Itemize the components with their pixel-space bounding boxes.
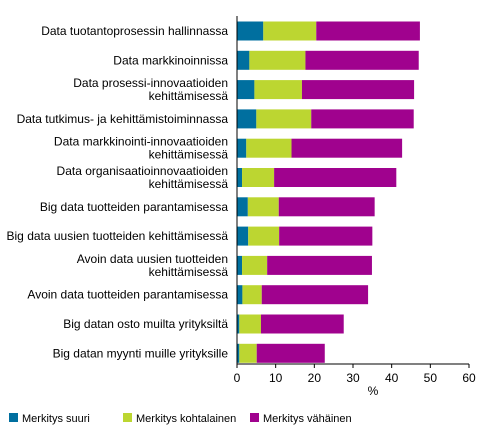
category-label: Data organisaatioinnovaatioiden kehittämi… bbox=[57, 164, 229, 191]
category-label: Avoin data tuotteiden parantamisessa bbox=[27, 288, 228, 302]
category-label: Big data uusien tuotteiden kehittämisess… bbox=[7, 229, 229, 243]
bar-segment-2-row-3 bbox=[254, 80, 302, 100]
bar-segment-3-row-2 bbox=[305, 50, 419, 70]
x-tick-label: 0 bbox=[234, 371, 241, 385]
bar-segment-3-row-1 bbox=[316, 21, 420, 41]
x-axis: 0 10 20 30 40 50 60 bbox=[234, 16, 476, 385]
category-label: Big data tuotteiden parantamisessa bbox=[40, 200, 228, 214]
bar-segment-2-row-9 bbox=[242, 255, 268, 275]
bar-segment-2-row-11 bbox=[239, 314, 261, 334]
bar-segment-1-row-1 bbox=[237, 21, 264, 41]
bar-segment-2-row-4 bbox=[256, 109, 312, 129]
x-tick-label: 30 bbox=[346, 371, 360, 385]
category-label-line: kehittämisessä bbox=[149, 148, 229, 162]
bar-segment-3-row-10 bbox=[261, 285, 369, 305]
legend-label: Merkitys vähäinen bbox=[263, 413, 352, 425]
bar-segment-3-row-11 bbox=[260, 314, 344, 334]
x-tick-label: 50 bbox=[424, 371, 438, 385]
bar-segment-1-row-9 bbox=[237, 255, 243, 275]
category-label-line: kehittämisessä bbox=[149, 265, 229, 279]
bar-segment-2-row-5 bbox=[246, 138, 292, 158]
x-tick-label: 60 bbox=[462, 371, 476, 385]
x-tick-label: 10 bbox=[269, 371, 283, 385]
bar-segment-1-row-2 bbox=[237, 50, 250, 70]
bar-segment-1-row-10 bbox=[237, 285, 243, 305]
bar-segment-3-row-5 bbox=[291, 138, 403, 158]
category-label: Big datan osto muilta yrityksiltä bbox=[63, 317, 228, 331]
bar-segment-3-row-4 bbox=[311, 109, 414, 129]
bar-segment-3-row-9 bbox=[267, 255, 372, 275]
bars-group bbox=[237, 21, 420, 363]
category-label-line: Avoin data uusien tuotteiden bbox=[77, 252, 228, 266]
bar-segment-2-row-6 bbox=[242, 168, 275, 187]
category-label-line: Data tutkimus- ja kehittämistoiminnassa bbox=[17, 112, 229, 126]
legend-label: Merkitys suuri bbox=[22, 413, 90, 425]
bar-segment-1-row-12 bbox=[237, 343, 240, 363]
category-label-line: Big datan osto muilta yrityksiltä bbox=[63, 317, 228, 331]
bar-segment-2-row-7 bbox=[247, 197, 279, 217]
bar-segment-1-row-6 bbox=[237, 168, 243, 187]
bar-segment-2-row-8 bbox=[248, 226, 280, 246]
bar-segment-1-row-5 bbox=[237, 138, 247, 158]
category-label-line: Data tuotantoprosessin hallinnassa bbox=[41, 24, 228, 38]
bar-segment-2-row-10 bbox=[242, 285, 262, 305]
x-tick-label: 40 bbox=[385, 371, 399, 385]
category-label-line: Big data uusien tuotteiden kehittämisess… bbox=[7, 229, 229, 243]
category-label-line: Data markkinointi-innovaatioiden bbox=[54, 135, 228, 149]
legend-label: Merkitys kohtalainen bbox=[136, 413, 236, 425]
category-labels: Data tuotantoprosessin hallinnassa Data m… bbox=[7, 24, 229, 360]
category-label-line: Big data tuotteiden parantamisessa bbox=[40, 200, 228, 214]
category-label-line: Big datan myynti muille yrityksille bbox=[53, 346, 229, 360]
bar-segment-1-row-3 bbox=[237, 80, 255, 100]
bar-segment-3-row-7 bbox=[278, 197, 375, 217]
category-label: Avoin data uusien tuotteiden kehittämises… bbox=[77, 252, 229, 279]
category-label: Data prosessi-innovaatioiden kehittämises… bbox=[73, 76, 228, 103]
bar-segment-3-row-3 bbox=[301, 80, 415, 100]
bar-segment-2-row-12 bbox=[239, 343, 257, 363]
legend-swatch bbox=[9, 413, 18, 422]
category-label: Data markkinoinnissa bbox=[113, 53, 228, 67]
category-label: Big datan myynti muille yrityksille bbox=[53, 346, 229, 360]
bar-segment-1-row-7 bbox=[237, 197, 248, 217]
category-label-line: Data markkinoinnissa bbox=[113, 53, 228, 67]
legend-swatch bbox=[250, 413, 259, 422]
category-label-line: Data prosessi-innovaatioiden bbox=[73, 76, 228, 90]
category-label-line: Avoin data tuotteiden parantamisessa bbox=[27, 288, 228, 302]
bar-segment-3-row-8 bbox=[279, 226, 373, 246]
bar-segment-3-row-6 bbox=[274, 168, 397, 187]
x-tick-label: 20 bbox=[308, 371, 322, 385]
bar-segment-2-row-1 bbox=[263, 21, 317, 41]
legend: Merkitys suuri Merkitys kohtalainen Merkit… bbox=[9, 413, 352, 425]
bar-segment-1-row-11 bbox=[237, 314, 240, 334]
category-label: Data tutkimus- ja kehittämistoiminnassa bbox=[17, 112, 229, 126]
bar-segment-1-row-4 bbox=[237, 109, 257, 129]
bar-segment-2-row-2 bbox=[249, 50, 306, 70]
x-axis-label: % bbox=[368, 384, 379, 398]
legend-swatch bbox=[123, 413, 132, 422]
category-label-line: Data organisaatioinnovaatioiden bbox=[57, 164, 228, 178]
category-label: Data tuotantoprosessin hallinnassa bbox=[41, 24, 228, 38]
bar-segment-1-row-8 bbox=[237, 226, 249, 246]
bar-segment-3-row-12 bbox=[256, 343, 325, 363]
category-label-line: kehittämisessä bbox=[149, 89, 229, 103]
category-label-line: kehittämisessä bbox=[149, 177, 229, 191]
category-label: Data markkinointi-innovaatioiden kehittäm… bbox=[54, 135, 228, 162]
